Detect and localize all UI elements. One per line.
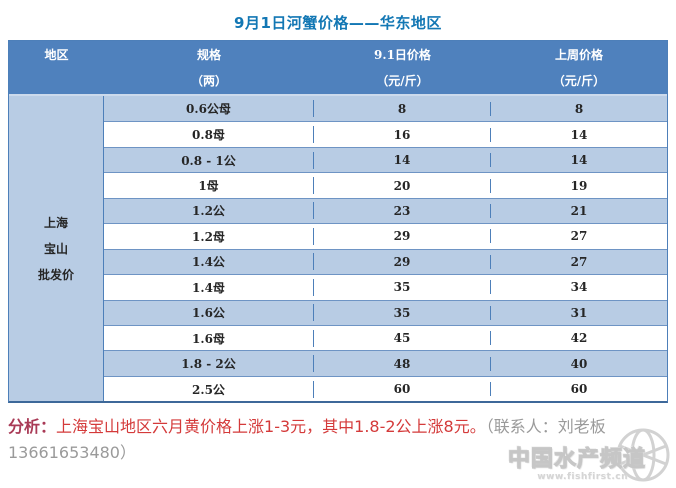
header-label: 上周价格 [554,47,603,62]
analysis-label: 分析： [8,417,57,436]
price-lastweek-cell: 34 [570,280,588,295]
table-row: 1母 20 19 [104,172,667,198]
region-line: 宝山 [43,241,68,256]
header-cell-price-today: 9.1日价格 （元/斤） [314,41,491,94]
price-today-cell: 35 [314,280,491,295]
header-label: 规格 [196,47,221,62]
header-unit: （两） [190,73,227,88]
price-today-cell: 45 [314,331,491,346]
price-today-cell: 16 [314,127,491,142]
table-row: 1.2公 23 21 [104,197,667,224]
table-row: 1.4公 29 27 [104,248,667,275]
header-unit: （元/斤） [552,73,606,88]
price-today-cell: 14 [314,153,491,168]
price-lastweek-cell: 14 [570,127,588,142]
analysis-paragraph: 分析：上海宝山地区六月黄价格上涨1-3元，其中1.8-2公上涨8元。（联系人：刘… [8,414,670,466]
header-label: 9.1日价格 [374,47,431,62]
price-lastweek-cell: 27 [570,254,588,269]
watermark-url: www.fishfirst.cn [537,472,628,482]
price-today-cell: 29 [314,254,491,269]
table-header-row: 地区 规格 （两） 9.1日价格 （元/斤） 上周价格 （元/斤） [9,41,667,94]
analysis-text: 上海宝山地区六月黄价格上涨1-3元，其中1.8-2公上涨8元。 [56,417,486,436]
table-body: 上海 宝山 批发价 0.6公母 8 8 0.8母 16 14 0.8 - 1公 … [9,94,667,402]
spec-cell: 0.8母 [104,126,314,144]
table-row: 1.2母 29 27 [104,223,667,249]
price-table: 地区 规格 （两） 9.1日价格 （元/斤） 上周价格 （元/斤） 上海 宝山 … [8,40,668,404]
price-today-cell: 35 [314,305,491,320]
price-lastweek-cell: 19 [570,178,588,193]
table-row: 1.8 - 2公 48 40 [104,350,667,376]
price-lastweek-cell: 60 [570,382,588,397]
spec-cell: 1母 [104,177,314,195]
price-today-cell: 20 [314,178,491,193]
spec-cell: 0.8 - 1公 [104,151,314,169]
region-line: 上海 [43,215,68,230]
price-today-cell: 60 [314,382,491,397]
price-today-cell: 8 [314,101,491,116]
spec-cell: 1.2公 [104,202,314,220]
header-label: 地区 [44,47,69,62]
price-lastweek-cell: 21 [570,203,588,218]
price-lastweek-cell: 8 [574,101,584,116]
header-cell-spec: 规格 （两） [104,41,314,94]
price-lastweek-cell: 31 [570,305,588,320]
table-row: 0.8 - 1公 14 14 [104,146,667,173]
region-merged-cell: 上海 宝山 批发价 [9,96,104,402]
spec-cell: 1.6母 [104,329,314,347]
price-today-cell: 29 [314,229,491,244]
table-row: 1.6母 45 42 [104,324,667,351]
price-today-cell: 23 [314,203,491,218]
spec-cell: 1.4公 [104,253,314,271]
price-lastweek-cell: 14 [570,153,588,168]
table-row: 0.8母 16 14 [104,121,667,147]
region-line: 批发价 [37,267,74,282]
spec-cell: 1.2母 [104,227,314,245]
price-lastweek-cell: 42 [570,331,588,346]
spec-cell: 0.6公母 [104,100,314,118]
contact-text: （联系人：刘老板 [485,417,606,436]
table-row: 1.6公 35 31 [104,299,667,325]
page-title: 9月1日河蟹价格——华东地区 [234,14,442,32]
spec-cell: 1.4母 [104,278,314,296]
table-row: 0.6公母 8 8 [104,96,667,122]
header-cell-region: 地区 [9,41,104,94]
header-unit: （元/斤） [376,73,429,88]
price-lastweek-cell: 27 [570,229,588,244]
spec-cell: 1.8 - 2公 [104,355,314,373]
contact-phone: 13661653480） [8,443,136,462]
header-cell-price-lastweek: 上周价格 （元/斤） [491,41,667,94]
price-lastweek-cell: 40 [570,356,588,371]
spec-cell: 1.6公 [104,304,314,322]
table-row: 2.5公 60 60 [104,375,667,402]
data-rows: 0.6公母 8 8 0.8母 16 14 0.8 - 1公 14 14 1母 2… [104,96,667,402]
table-row: 1.4母 35 34 [104,274,667,300]
spec-cell: 2.5公 [104,380,314,398]
price-today-cell: 48 [314,356,491,371]
